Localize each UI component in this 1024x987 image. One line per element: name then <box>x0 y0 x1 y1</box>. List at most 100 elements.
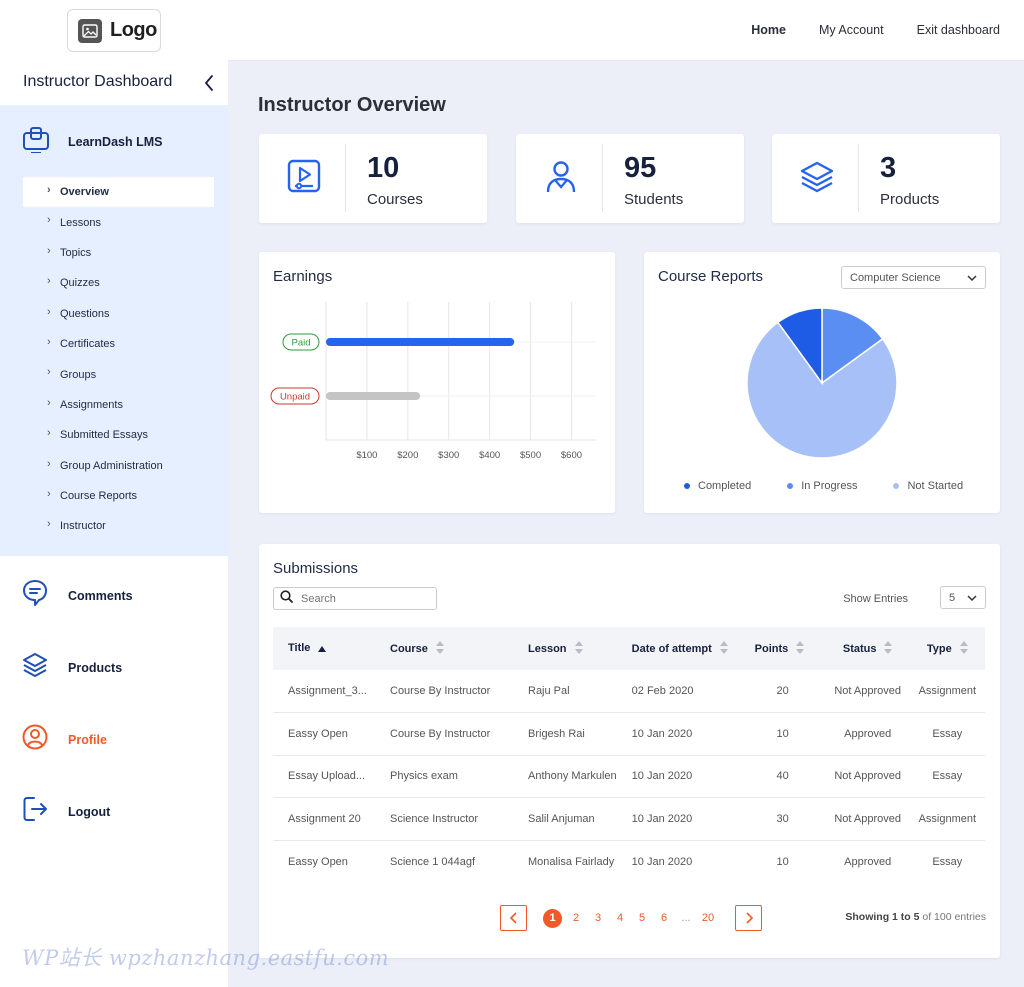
col-course[interactable]: Course <box>375 627 513 670</box>
subnav-item-topics[interactable]: Topics <box>23 238 214 268</box>
col-points[interactable]: Points <box>740 627 826 670</box>
col-date[interactable]: Date of attempt <box>617 627 740 670</box>
learndash-lms-link[interactable]: LearnDash LMS <box>22 125 162 158</box>
cell-type: Assignment <box>918 812 977 825</box>
collapse-chevron-icon[interactable] <box>202 73 218 93</box>
earnings-card: Earnings $100 $200 $300 $400 $500 $600 Paid Unp… <box>259 252 615 513</box>
table-row[interactable]: Assignment 20 Science Instructor Salil A… <box>273 798 985 840</box>
pie-slice-not-started <box>746 321 898 459</box>
subnav-label: Instructor <box>60 520 106 533</box>
table-row[interactable]: Essay Upload... Physics exam Anthony Mar… <box>273 755 985 798</box>
entries-select[interactable]: 5 <box>940 586 986 609</box>
legend-dot <box>893 483 900 490</box>
cell-points: 10 <box>776 727 789 740</box>
cell-title: Assignment 20 <box>288 812 361 825</box>
sort-icon <box>719 640 728 657</box>
sort-icon <box>435 640 444 657</box>
subnav-item-quizzes[interactable]: Quizzes <box>23 268 214 298</box>
page-1[interactable]: 1 <box>543 908 562 928</box>
page-3[interactable]: 3 <box>594 912 602 924</box>
page-2[interactable]: 2 <box>572 912 580 924</box>
subnav-label: Groups <box>60 368 97 381</box>
table-row[interactable]: Eassy Open Science 1 044agf Monalisa Fai… <box>273 840 985 883</box>
next-page-button[interactable] <box>735 905 762 931</box>
subnav-item-certificates[interactable]: Certificates <box>23 329 214 359</box>
x-tick-label: $200 <box>397 450 418 461</box>
page-4[interactable]: 4 <box>616 912 624 924</box>
search-input[interactable] <box>301 592 421 605</box>
logout-icon <box>22 795 48 828</box>
page-6[interactable]: 6 <box>660 912 668 924</box>
x-tick-label: $100 <box>356 450 377 461</box>
page-5[interactable]: 5 <box>638 912 646 924</box>
logo-text: Logo <box>110 19 157 41</box>
chevron-left-icon <box>509 912 517 924</box>
course-reports-card: Course Reports Computer Science Complete… <box>644 252 1000 513</box>
col-title[interactable]: Title <box>273 627 375 670</box>
nav-my-account-link[interactable]: My Account <box>818 23 884 37</box>
sidebar-item-logout[interactable]: Logout <box>22 795 110 828</box>
sidebar-item-comments[interactable]: Comments <box>22 579 133 612</box>
pie-slice-in-progress <box>821 307 884 385</box>
chevron-down-icon <box>967 593 977 606</box>
legend-dot <box>684 483 690 490</box>
subnav-item-lessons[interactable]: Lessons <box>23 207 214 237</box>
earnings-chart: $100 $200 $300 $400 $500 $600 Paid Unpaid <box>270 302 596 461</box>
legend-label: Not Started <box>907 480 964 492</box>
pie-legend: Completed In Progress Not Started <box>684 480 963 492</box>
courses-count: 10 <box>367 152 400 184</box>
page-numbers: 1 2 3 4 5 6 ... 20 <box>543 908 719 928</box>
sidebar-item-profile[interactable]: Profile <box>22 723 107 756</box>
table-row[interactable]: Eassy Open Course By Instructor Brigesh … <box>273 713 985 755</box>
col-status[interactable]: Status <box>826 627 910 670</box>
cell-title: Assignment_3... <box>288 685 367 697</box>
nav-exit-dashboard-link[interactable]: Exit dashboard <box>916 23 1000 37</box>
logo[interactable]: Logo <box>67 9 161 52</box>
layers-icon <box>799 159 835 195</box>
learndash-subnav: Overview Lessons Topics Quizzes Question… <box>23 177 214 542</box>
cell-type: Essay <box>932 770 963 783</box>
subnav-label: Course Reports <box>60 490 138 503</box>
legend-dot <box>787 483 794 490</box>
sidebar-item-products[interactable]: Products <box>22 651 122 684</box>
subnav-item-group-administration[interactable]: Group Administration <box>23 451 214 481</box>
subnav-item-course-reports[interactable]: Course Reports <box>23 481 214 511</box>
page-20[interactable]: 20 <box>701 912 715 924</box>
subnav-label: Certificates <box>60 338 116 351</box>
learndash-label: LearnDash LMS <box>68 134 163 149</box>
sort-icon <box>574 640 583 657</box>
subnav-item-questions[interactable]: Questions <box>23 299 214 329</box>
col-type[interactable]: Type <box>910 627 985 670</box>
cell-status: Not Approved <box>834 812 901 825</box>
watermark: WP站长 wpzhanzhang.eastfu.com <box>22 946 390 970</box>
cell-points: 20 <box>776 685 789 697</box>
subnav-item-overview[interactable]: Overview <box>23 177 214 208</box>
paid-badge <box>282 333 320 351</box>
subnav-item-submitted-essays[interactable]: Submitted Essays <box>23 420 214 450</box>
cell-date: 10 Jan 2020 <box>631 770 693 783</box>
subnav-label: Topics <box>60 246 92 259</box>
course-reports-title: Course Reports <box>658 268 764 285</box>
nav-home-link[interactable]: Home <box>751 23 786 37</box>
subnav-label: Overview <box>60 186 109 199</box>
showing-total: of 100 entries <box>919 911 986 923</box>
cell-course: Course By Instructor <box>390 685 491 697</box>
subnav-item-assignments[interactable]: Assignments <box>23 390 214 420</box>
col-lesson[interactable]: Lesson <box>513 627 617 670</box>
course-filter-select[interactable]: Computer Science <box>841 266 986 289</box>
cell-lesson: Salil Anjuman <box>528 812 595 825</box>
subnav-item-groups[interactable]: Groups <box>23 359 214 389</box>
students-count: 95 <box>624 152 657 184</box>
cell-type: Essay <box>932 855 963 868</box>
prev-page-button[interactable] <box>500 905 527 931</box>
cell-status: Approved <box>844 727 892 740</box>
subnav-item-instructor[interactable]: Instructor <box>23 511 214 541</box>
stat-card-students: 95 Students <box>516 134 744 223</box>
student-icon <box>543 159 579 195</box>
table-row[interactable]: Assignment_3... Course By Instructor Raj… <box>273 670 985 713</box>
sidebar: Logo Instructor Dashboard LearnDash LMS … <box>0 0 228 987</box>
search-box[interactable] <box>273 587 437 610</box>
cell-title: Eassy Open <box>288 727 348 740</box>
profile-label: Profile <box>68 732 107 747</box>
cell-points: 40 <box>776 770 789 783</box>
